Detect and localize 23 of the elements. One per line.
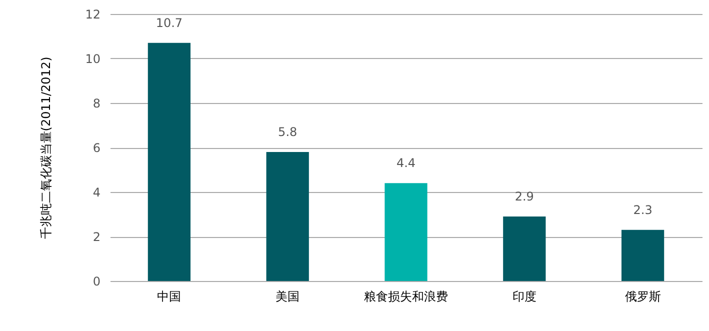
data-label: 2.9	[514, 189, 534, 204]
data-label: 10.7	[156, 16, 183, 30]
data-label: 2.3	[633, 202, 652, 217]
x-tick-label: 印度	[512, 290, 536, 304]
bar	[503, 216, 546, 281]
y-tick-label: 6	[92, 141, 100, 155]
x-tick-label: 粮食损失和浪费	[364, 290, 448, 304]
bar	[266, 152, 309, 281]
bar	[621, 230, 664, 281]
y-tick-label: 10	[85, 52, 100, 66]
data-label: 5.8	[278, 124, 298, 139]
x-tick-label: 美国	[276, 290, 300, 304]
y-tick-label: 12	[85, 8, 100, 22]
y-tick-label: 4	[92, 186, 100, 200]
x-tick-label: 俄罗斯	[624, 290, 661, 304]
y-tick-label: 0	[92, 274, 100, 288]
y-axis-title: 千兆吨二氧化碳当量(2011/2012)	[39, 56, 54, 240]
bar	[384, 183, 428, 281]
data-label: 4.4	[396, 156, 416, 170]
y-tick-label: 2	[92, 230, 100, 244]
x-tick-label: 中国	[157, 290, 182, 304]
bar	[148, 42, 191, 281]
y-tick-label: 8	[92, 96, 100, 110]
